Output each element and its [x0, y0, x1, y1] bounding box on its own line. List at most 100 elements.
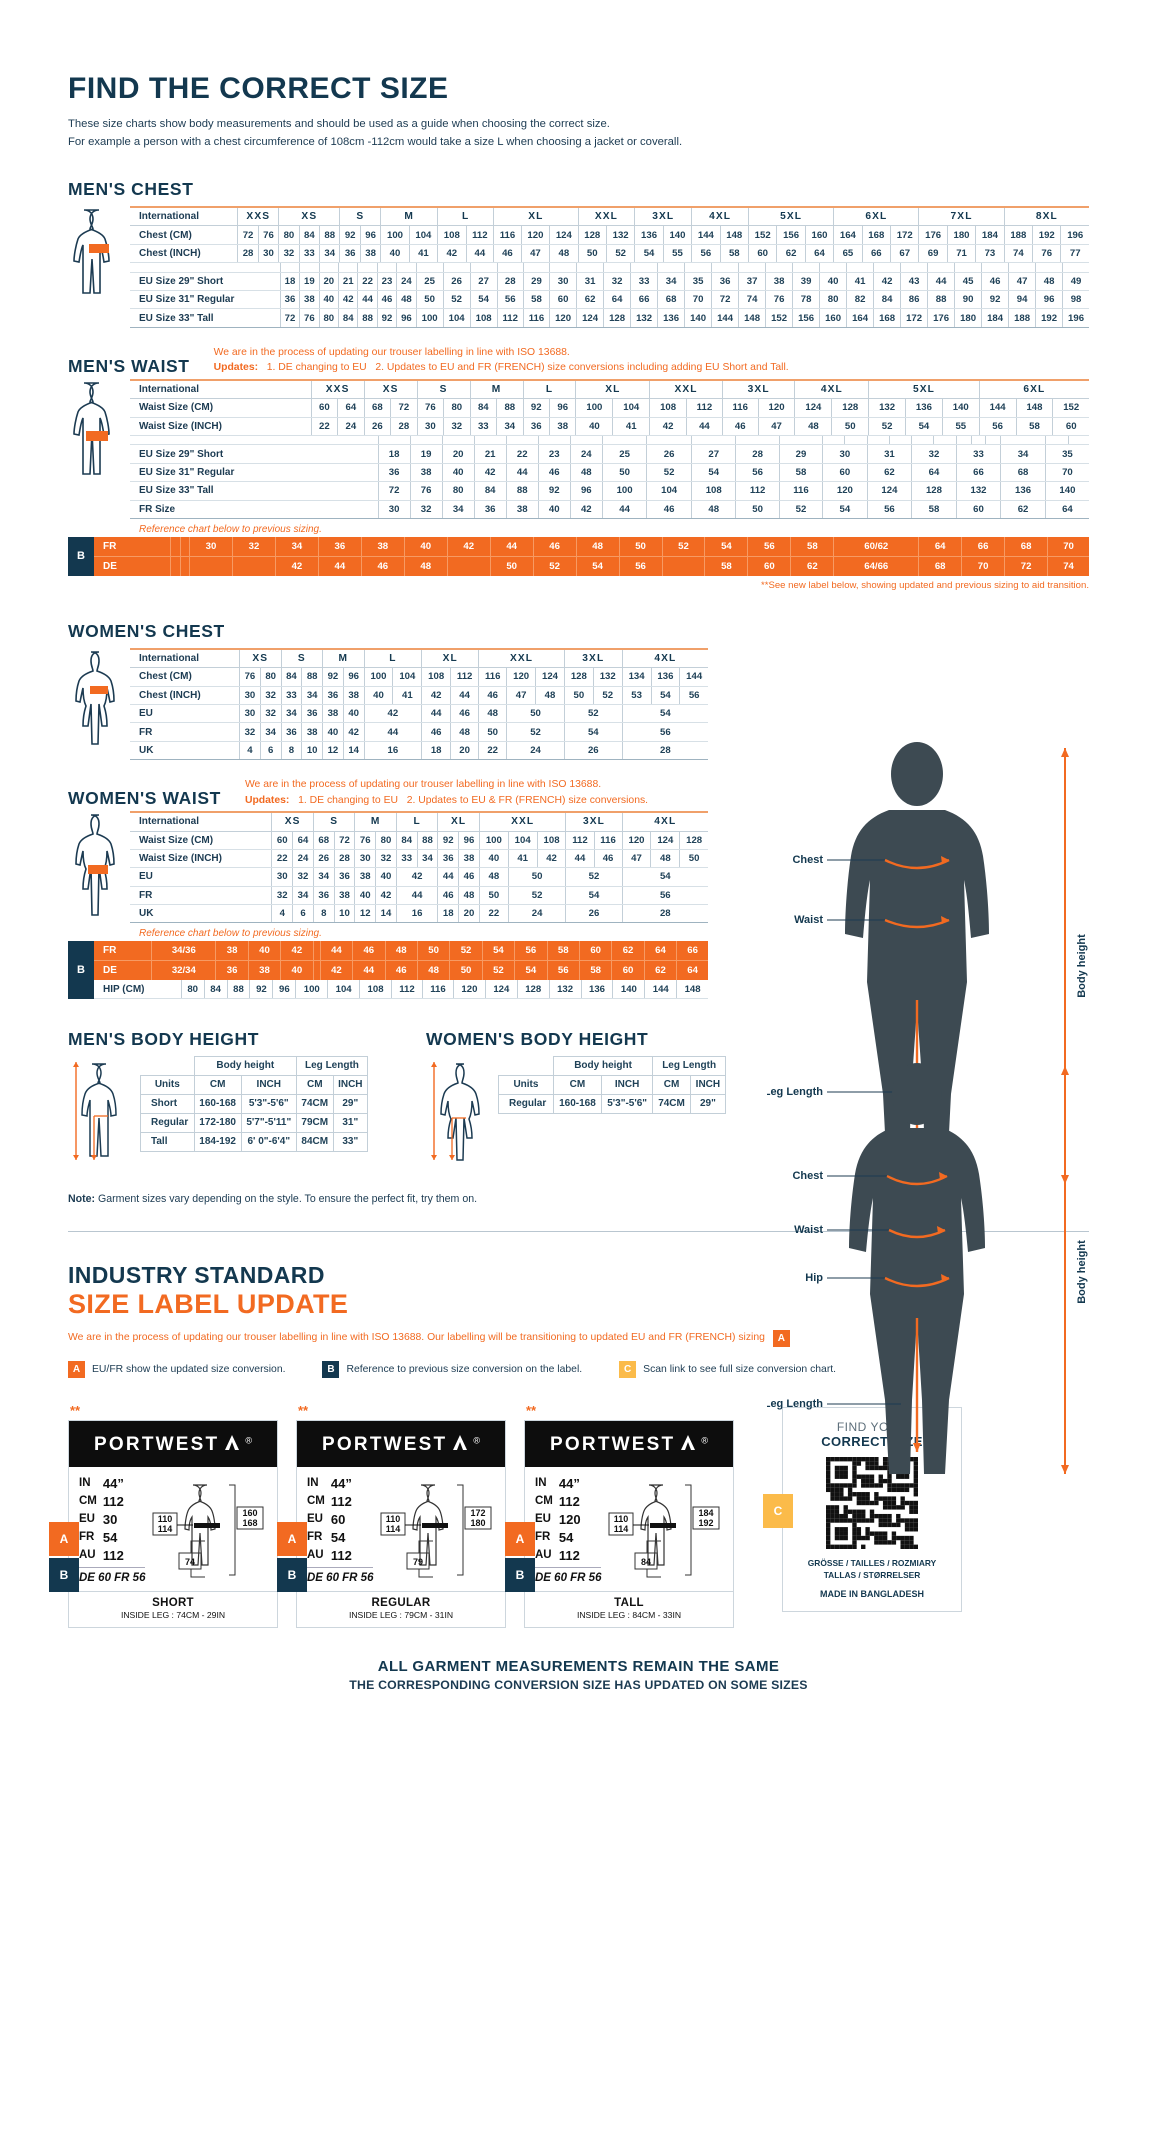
col-international: International [130, 206, 239, 227]
size-header-4xl: 4XL [794, 378, 870, 400]
mens-waist-table: International XXS XS S M L XL XXL 3XL 4XL 5XL 6XL W… [130, 378, 1089, 436]
cell: 48 [417, 960, 451, 981]
cell: 88 [319, 225, 341, 245]
spacer [711, 263, 740, 273]
cell: 104 [392, 667, 423, 687]
cell: 64 [805, 244, 835, 264]
cell: 40 [380, 244, 410, 264]
section-title-womens-waist: WOMEN'S WAIST [68, 788, 221, 809]
cell: 56 [867, 500, 913, 519]
cell: 98 [1062, 290, 1089, 310]
cell: 26 [443, 272, 471, 292]
cell: 28 [497, 272, 524, 292]
cell: 46 [538, 463, 571, 483]
cell: 42 [320, 960, 354, 981]
cell: 88 [506, 481, 539, 501]
spacer [911, 435, 935, 446]
qr-code-icon[interactable] [826, 1456, 918, 1549]
cell: 88 [927, 290, 956, 310]
ref-row-label: DE [94, 960, 153, 981]
mens-body-height-table: Body height Leg Length Units CM INCH CM INCH Sh… [140, 1055, 369, 1152]
waist-box-bottom: 114 [614, 1524, 629, 1534]
cell: 44 [357, 290, 378, 310]
cell [180, 536, 191, 557]
tag-a-icon: A [68, 1360, 85, 1378]
cell: 28 [622, 904, 708, 924]
cell: 104 [409, 225, 439, 245]
size-header-4xl: 4XL [622, 647, 708, 669]
male-full-figure [68, 1056, 140, 1171]
cell: 32 [603, 272, 632, 292]
cell [313, 941, 321, 962]
qr-foot-line-1: GRÖSSE / TAILLES / ROZMIARY [807, 1557, 937, 1568]
mens-bh-body: Body height Leg Length Units CM INCH CM INCH Sh… [140, 1055, 369, 1152]
cell: 76 [258, 225, 280, 245]
section-title-womens-body-height: WOMEN'S BODY HEIGHT [426, 1028, 649, 1049]
spacer [844, 435, 868, 446]
cell: 64 [644, 941, 678, 962]
cell: 46 [361, 556, 405, 576]
size-header-m: M [470, 378, 524, 400]
size-header-5xl: 5XL [868, 378, 980, 400]
spec-key: FR [307, 1530, 323, 1543]
cell: 100 [602, 481, 648, 501]
table-row: EU Size 31" Regular 36 38 40 42 44 46 48 50 52 54 5… [130, 463, 1089, 483]
mens-waist-previous-table: FR 30 32 34 36 38 40 42 44 46 48 50 52 54 56 58 60/62 64 6… [94, 536, 1089, 576]
cell: 100 [416, 308, 444, 328]
size-header-xxl: XXL [649, 378, 723, 400]
sub-header: Units [140, 1074, 195, 1095]
cell: 56 [497, 290, 524, 310]
cell: 22 [506, 444, 539, 464]
spacer [299, 263, 320, 273]
cell: 76 [765, 290, 794, 310]
asterisk-marker: ** [298, 1402, 309, 1418]
size-header-3xl: 3XL [564, 647, 623, 669]
cell: 35 [1045, 444, 1089, 464]
spacer [735, 435, 780, 446]
cell: 104 [612, 398, 651, 418]
cell: 116 [523, 308, 551, 328]
table-header-row: Body height Leg Length [141, 1055, 369, 1076]
cell: 44 [318, 556, 362, 576]
legend-item-b: B Reference to previous size conversion … [322, 1360, 582, 1378]
cell: 32 [911, 444, 957, 464]
spacer-row [130, 263, 1089, 273]
spacer [1045, 435, 1070, 446]
female-torso-figure [68, 648, 130, 760]
cell: 148 [720, 225, 749, 245]
size-header-l: L [396, 811, 439, 832]
cell: 62 [576, 290, 605, 310]
cell: 38 [506, 500, 539, 519]
cell: 46 [421, 722, 452, 742]
cell: 44 [396, 886, 439, 906]
cell: 96 [272, 980, 297, 999]
table-row: Chest (INCH) 28 30 32 33 34 36 38 40 41 42 44 46 47 48… [130, 244, 1089, 264]
cell: 132 [956, 481, 1002, 501]
cell: 67 [890, 244, 920, 264]
cell: 27 [470, 272, 498, 292]
cell: 34 [260, 722, 282, 742]
cell: 100 [479, 831, 509, 850]
cell: 60 [271, 831, 294, 850]
cell: 68 [364, 398, 392, 418]
portwest-logo-icon [681, 1434, 696, 1450]
registered-mark: ® [245, 1435, 252, 1446]
cell: 136 [581, 980, 614, 999]
tag-a-callout: A [277, 1521, 307, 1556]
cell: 32 [375, 849, 397, 869]
brand-name: PORTWEST [322, 1433, 448, 1455]
cell: 12 [322, 741, 344, 761]
cell: 24 [292, 849, 314, 869]
cell: 192 [1035, 308, 1064, 328]
spec-key: IN [535, 1476, 547, 1489]
label-body: IN 44” CM 112 EU 30 FR 54 AU 112 DE 60 FR 56 110 114… [69, 1467, 277, 1592]
cell: 38 [248, 960, 282, 981]
cell: 120 [758, 398, 796, 418]
cell: 96 [570, 481, 603, 501]
cell: 42 [447, 536, 491, 557]
spacer [765, 263, 794, 273]
spacer [1000, 435, 1046, 446]
cell: 48 [478, 704, 508, 724]
spacer [867, 435, 890, 446]
cell: 35 [684, 272, 713, 292]
